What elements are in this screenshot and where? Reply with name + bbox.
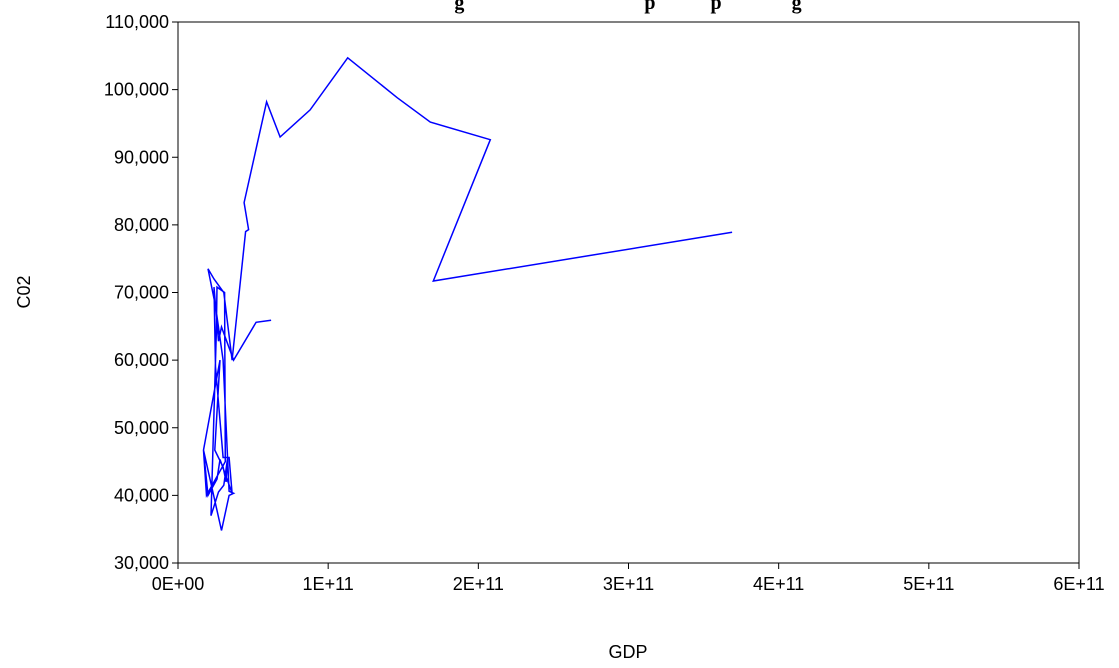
x-tick-label: 6E+11 [1053, 574, 1104, 594]
y-tick-label: 70,000 [114, 283, 169, 303]
y-tick-label: 50,000 [114, 418, 169, 438]
y-tick-label: 100,000 [104, 80, 169, 100]
y-axis-title: C02 [14, 275, 34, 308]
series-line [202, 56, 733, 531]
x-tick-label: 1E+11 [303, 574, 354, 594]
x-axis-title: GDP [608, 642, 647, 662]
y-tick-label: 40,000 [114, 485, 169, 505]
y-tick-label: 80,000 [114, 215, 169, 235]
x-tick-label: 2E+11 [453, 574, 504, 594]
plot-frame [177, 21, 1080, 564]
x-tick-label: 4E+11 [753, 574, 804, 594]
y-axis: 30,000 40,000 50,000 60,000 70,000 80,000 90,0… [104, 12, 178, 573]
y-tick-label: 60,000 [114, 350, 169, 370]
y-tick-label: 110,000 [105, 12, 169, 32]
y-tick-label: 30,000 [114, 553, 169, 573]
x-tick-label: 5E+11 [903, 574, 954, 594]
x-tick-label: 0E+00 [152, 574, 205, 594]
chart-title: g p p g [454, 0, 801, 14]
x-tick-label: 3E+11 [603, 574, 654, 594]
y-tick-label: 90,000 [114, 147, 169, 167]
x-axis: 0E+00 1E+11 2E+11 3E+11 4E+11 5E+11 6E+11 [152, 563, 1105, 594]
data-points [203, 58, 732, 531]
